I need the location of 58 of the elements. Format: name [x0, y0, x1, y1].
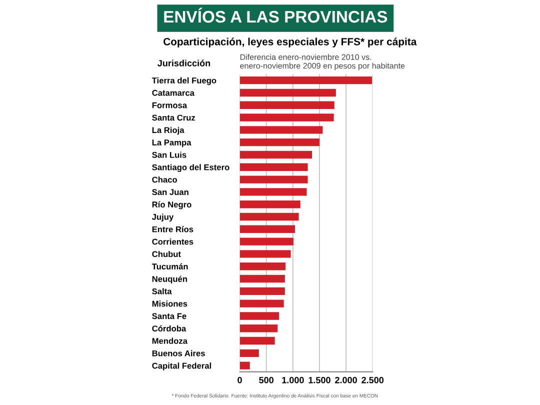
bar	[240, 114, 334, 122]
bar	[240, 287, 285, 296]
bar	[240, 150, 312, 159]
y-axis-title: Jurisdicción	[158, 60, 210, 66]
y-tick-label: Chaco	[152, 176, 177, 183]
x-tick-label: 0	[238, 376, 242, 384]
y-tick-label: Río Negro	[152, 201, 192, 210]
bar	[240, 225, 296, 233]
bar	[240, 126, 323, 134]
y-tick-label: Santa Fe	[152, 313, 186, 320]
bar	[240, 300, 284, 308]
y-tick-label: Tucumán	[152, 263, 188, 270]
bar	[240, 188, 307, 196]
x-tick-label: 1.500	[308, 376, 330, 384]
bar	[240, 88, 336, 97]
y-tick-label: La Rioja	[152, 126, 184, 135]
y-tick-label: Chubut	[152, 250, 181, 258]
y-tick-label: Catamarca	[152, 90, 195, 96]
bar	[240, 176, 308, 184]
y-tick-label: San Juan	[152, 189, 188, 196]
bar	[240, 362, 250, 370]
y-tick-label: Tierra del Fuego	[152, 77, 216, 86]
x-tick-label: 1.000	[282, 376, 304, 384]
bar	[240, 312, 280, 320]
y-tick-label: Santa Cruz	[152, 114, 196, 121]
y-tick-label: Entre Ríos	[152, 226, 194, 232]
x-tick-label: 2.000	[335, 376, 357, 384]
bar	[240, 324, 278, 332]
y-tick-label: Santiago del Estero	[152, 164, 230, 172]
bar	[240, 349, 259, 358]
y-tick-label: Mendoza	[152, 338, 188, 344]
bar	[240, 250, 291, 258]
x-tick-label: 500	[259, 376, 274, 384]
y-tick-label: Buenos Aires	[152, 350, 205, 356]
y-tick-label: La Pampa	[152, 140, 192, 148]
y-tick-label: Salta	[152, 288, 172, 294]
bar	[240, 76, 372, 84]
bar	[240, 163, 308, 171]
x-tick-label: 2.500	[362, 376, 384, 384]
bar	[240, 101, 334, 109]
y-tick-label: Neuquén	[152, 276, 187, 284]
y-tick-label: Formosa	[152, 102, 188, 108]
bar	[240, 336, 275, 345]
y-tick-label: Capital Federal	[152, 362, 211, 370]
bar	[240, 212, 299, 221]
y-tick-label: Córdoba	[152, 325, 186, 332]
y-tick-label: Corrientes	[152, 238, 194, 245]
bar	[240, 238, 294, 246]
x-axis-title: Diferencia enero-noviembre 2010 vs. enero-noviembre 2009 en pesos por habitante	[240, 54, 405, 70]
y-tick-label: San Luis	[152, 152, 186, 158]
bar	[240, 274, 285, 283]
y-tick-label: Misiones	[152, 300, 188, 307]
chart-subtitle: Coparticipación, leyes especiales y FFS* per cápita	[164, 38, 417, 48]
bar	[240, 138, 320, 146]
chart-title: ENVÍOS A LAS PROVINCIAS	[164, 8, 388, 23]
bar	[240, 200, 300, 208]
bar	[240, 262, 286, 270]
y-tick-label: Jujuy	[152, 214, 174, 222]
